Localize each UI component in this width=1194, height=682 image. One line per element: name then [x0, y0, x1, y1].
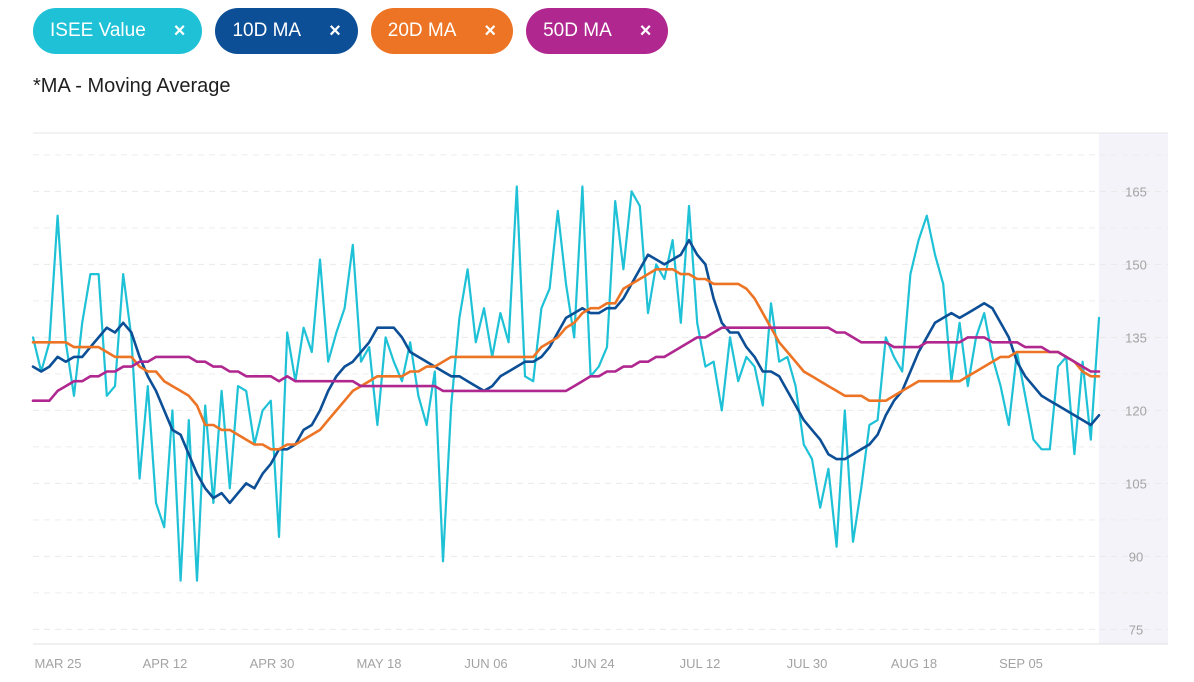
y-axis-band: [1099, 133, 1168, 644]
x-tick-label: MAY 18: [356, 656, 401, 671]
series-line-50d-ma: [31, 326, 1101, 402]
y-tick-label: 75: [1129, 622, 1143, 637]
x-tick-label: JUN 24: [571, 656, 614, 671]
x-tick-label: JUL 30: [787, 656, 828, 671]
x-tick-label: JUL 12: [680, 656, 721, 671]
chip-label: 20D MA: [387, 20, 457, 41]
chart-series-lines: [31, 185, 1101, 582]
x-tick-label: AUG 18: [891, 656, 937, 671]
chip-50d-ma[interactable]: 50D MA ×: [526, 8, 669, 54]
chip-10d-ma[interactable]: 10D MA ×: [215, 8, 358, 54]
moving-average-note: *MA - Moving Average: [33, 75, 231, 97]
x-axis-tick-labels: MAR 25 APR 12 APR 30 MAY 18 JUN 06 JUN 24 JUL …: [35, 656, 1043, 671]
chip-label: 10D MA: [232, 20, 302, 41]
y-tick-label: 90: [1129, 549, 1143, 564]
series-line-10d-ma: [31, 238, 1101, 505]
y-tick-label: 165: [1125, 184, 1147, 199]
close-icon[interactable]: ×: [329, 20, 341, 42]
y-tick-label: 150: [1125, 257, 1147, 272]
x-tick-label: APR 12: [143, 656, 188, 671]
y-axis-tick-labels: 165 150 135 120 105 90 75: [1125, 184, 1147, 637]
chip-20d-ma[interactable]: 20D MA ×: [370, 8, 514, 54]
x-tick-label: JUN 06: [464, 656, 507, 671]
close-icon[interactable]: ×: [173, 20, 186, 42]
y-tick-label: 135: [1125, 330, 1147, 345]
x-tick-label: APR 30: [250, 656, 295, 671]
y-tick-label: 120: [1125, 403, 1147, 418]
chart-grid: [33, 132, 1168, 645]
chip-label: ISEE Value: [50, 20, 146, 41]
chip-label: 50D MA: [543, 20, 612, 41]
x-tick-label: MAR 25: [35, 656, 82, 671]
y-tick-label: 105: [1125, 476, 1147, 491]
series-line-20d-ma: [31, 268, 1101, 451]
chip-isee-value[interactable]: ISEE Value ×: [33, 8, 203, 54]
series-filter-chips: ISEE Value × 10D MA × 20D MA × 50D MA ×: [33, 8, 669, 54]
close-icon[interactable]: ×: [639, 20, 652, 42]
close-icon[interactable]: ×: [484, 20, 497, 42]
x-tick-label: SEP 05: [999, 656, 1043, 671]
series-line-isee-value: [31, 185, 1101, 582]
